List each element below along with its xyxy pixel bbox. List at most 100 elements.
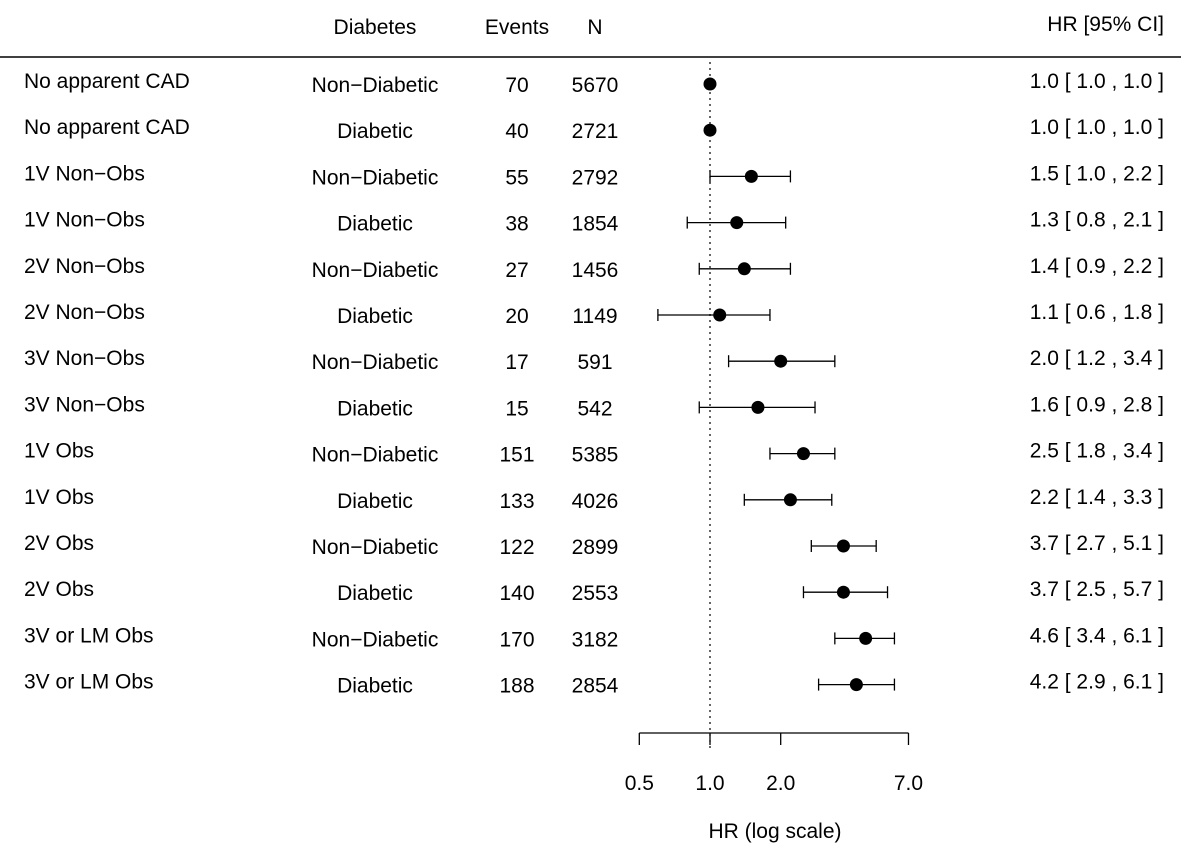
hr-point — [836, 585, 850, 599]
row-events-value: 122 — [499, 536, 534, 559]
table-row: 1V Non−Obs Diabetic 38 1854 1.3 [ 0.8 , 2.1 … — [24, 209, 1164, 236]
header-diabetes: Diabetes — [334, 16, 417, 39]
hr-point — [836, 539, 850, 553]
row-hr-ci-text: 2.5 [ 1.8 , 3.4 ] — [1030, 440, 1164, 463]
hr-point — [859, 631, 873, 645]
row-group-label: 3V Non−Obs — [24, 347, 145, 370]
header-hr-ci: HR [95% CI] — [1047, 13, 1164, 36]
row-n-value: 3182 — [572, 628, 619, 651]
row-n-value: 2792 — [572, 166, 619, 189]
row-group-label: 3V Non−Obs — [24, 393, 145, 416]
row-n-value: 5385 — [572, 444, 619, 467]
table-row: 1V Obs Diabetic 133 4026 2.2 [ 1.4 , 3.3 ] — [24, 486, 1164, 513]
row-events-value: 15 — [505, 397, 528, 420]
x-tick-label: 0.5 — [625, 772, 654, 795]
row-n-value: 542 — [577, 397, 612, 420]
hr-point — [751, 400, 765, 414]
table-row: 2V Obs Diabetic 140 2553 3.7 [ 2.5 , 5.7 ] — [24, 578, 1164, 605]
row-diabetes-status: Diabetic — [337, 675, 413, 698]
row-n-value: 591 — [577, 351, 612, 374]
row-hr-ci-text: 1.4 [ 0.9 , 2.2 ] — [1030, 255, 1164, 278]
row-hr-ci-text: 1.1 [ 0.6 , 1.8 ] — [1030, 301, 1164, 324]
row-group-label: 1V Non−Obs — [24, 162, 145, 185]
row-n-value: 2854 — [572, 675, 619, 698]
x-tick-label: 2.0 — [766, 772, 795, 795]
row-diabetes-status: Diabetic — [337, 120, 413, 143]
hr-point — [730, 216, 744, 230]
table-row: No apparent CAD Diabetic 40 2721 1.0 [ 1.0 ,… — [24, 116, 1164, 143]
row-hr-ci-text: 3.7 [ 2.5 , 5.7 ] — [1030, 578, 1164, 601]
row-n-value: 1854 — [572, 213, 619, 236]
x-axis: 0.5 1.0 2.0 7.0 — [625, 732, 923, 795]
row-hr-ci-text: 1.6 [ 0.9 , 2.8 ] — [1030, 393, 1164, 416]
row-diabetes-status: Diabetic — [337, 582, 413, 605]
header-n: N — [587, 16, 602, 39]
row-hr-ci-text: 2.2 [ 1.4 , 3.3 ] — [1030, 486, 1164, 509]
row-group-label: No apparent CAD — [24, 70, 190, 93]
row-n-value: 1149 — [572, 305, 617, 328]
hr-point — [713, 308, 727, 322]
row-hr-ci-text: 1.0 [ 1.0 , 1.0 ] — [1030, 70, 1164, 93]
row-group-label: 2V Non−Obs — [24, 255, 145, 278]
table-row: 3V Non−Obs Diabetic 15 542 1.6 [ 0.9 , 2.8 ] — [24, 393, 1164, 420]
row-diabetes-status: Non−Diabetic — [312, 166, 439, 189]
table-rows: No apparent CAD Non−Diabetic 70 5670 1.0 [ 1… — [24, 70, 1164, 698]
row-group-label: No apparent CAD — [24, 116, 190, 139]
table-row: 3V or LM Obs Non−Diabetic 170 3182 4.6 [ 3.4… — [24, 624, 1164, 651]
row-diabetes-status: Diabetic — [337, 213, 413, 236]
row-events-value: 40 — [505, 120, 528, 143]
row-hr-ci-text: 2.0 [ 1.2 , 3.4 ] — [1030, 347, 1164, 370]
row-events-value: 151 — [499, 444, 534, 467]
row-events-value: 140 — [499, 582, 534, 605]
hr-point — [737, 262, 751, 276]
row-events-value: 38 — [505, 213, 528, 236]
row-diabetes-status: Non−Diabetic — [312, 444, 439, 467]
row-hr-ci-text: 4.6 [ 3.4 , 6.1 ] — [1030, 624, 1164, 647]
row-events-value: 188 — [499, 675, 534, 698]
row-n-value: 5670 — [572, 74, 619, 97]
x-tick-label: 7.0 — [894, 772, 923, 795]
row-hr-ci-text: 3.7 [ 2.7 , 5.1 ] — [1030, 532, 1164, 555]
row-group-label: 1V Obs — [24, 440, 94, 463]
hr-point — [703, 123, 717, 137]
row-group-label: 3V or LM Obs — [24, 624, 154, 647]
hr-point — [774, 354, 788, 368]
row-group-label: 2V Non−Obs — [24, 301, 145, 324]
row-events-value: 55 — [505, 166, 528, 189]
row-group-label: 2V Obs — [24, 532, 94, 555]
row-events-value: 133 — [499, 490, 534, 513]
row-diabetes-status: Non−Diabetic — [312, 74, 439, 97]
row-group-label: 1V Obs — [24, 486, 94, 509]
row-diabetes-status: Diabetic — [337, 490, 413, 513]
row-hr-ci-text: 4.2 [ 2.9 , 6.1 ] — [1030, 671, 1164, 694]
row-n-value: 2721 — [572, 120, 619, 143]
row-diabetes-status: Non−Diabetic — [312, 259, 439, 282]
header-events: Events — [485, 16, 549, 39]
row-diabetes-status: Non−Diabetic — [312, 628, 439, 651]
row-hr-ci-text: 1.5 [ 1.0 , 2.2 ] — [1030, 162, 1164, 185]
hr-point — [783, 493, 797, 507]
x-tick-label: 1.0 — [695, 772, 724, 795]
table-row: 2V Non−Obs Diabetic 20 1149 1.1 [ 0.6 , 1.8 … — [24, 301, 1164, 328]
row-events-value: 170 — [499, 628, 534, 651]
row-n-value: 2553 — [572, 582, 619, 605]
table-row: 2V Non−Obs Non−Diabetic 27 1456 1.4 [ 0.9 , … — [24, 255, 1164, 282]
row-diabetes-status: Diabetic — [337, 397, 413, 420]
hr-point — [744, 169, 758, 183]
hr-point — [849, 678, 863, 692]
x-axis-label: HR (log scale) — [708, 820, 841, 843]
row-diabetes-status: Non−Diabetic — [312, 351, 439, 374]
row-events-value: 27 — [505, 259, 528, 282]
table-row: 1V Non−Obs Non−Diabetic 55 2792 1.5 [ 1.0 , … — [24, 162, 1164, 189]
table-row: 1V Obs Non−Diabetic 151 5385 2.5 [ 1.8 , 3.4… — [24, 440, 1164, 467]
row-group-label: 3V or LM Obs — [24, 671, 154, 694]
table-row: 3V or LM Obs Diabetic 188 2854 4.2 [ 2.9 , 6… — [24, 671, 1164, 698]
row-events-value: 17 — [505, 351, 528, 374]
row-n-value: 1456 — [572, 259, 619, 282]
table-row: No apparent CAD Non−Diabetic 70 5670 1.0 [ 1… — [24, 70, 1164, 97]
hr-point — [703, 77, 717, 91]
row-n-value: 4026 — [572, 490, 619, 513]
row-diabetes-status: Diabetic — [337, 305, 413, 328]
row-n-value: 2899 — [572, 536, 619, 559]
